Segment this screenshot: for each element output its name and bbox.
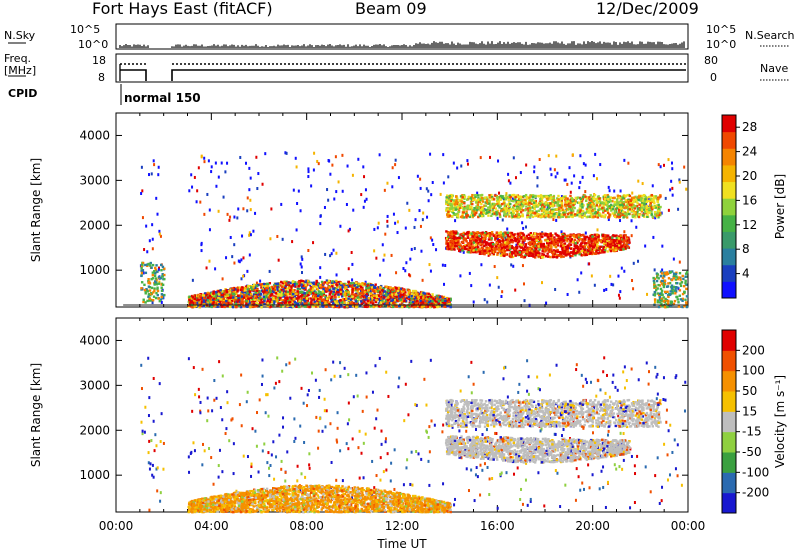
cb-label-24: 24 — [742, 145, 757, 159]
cb-label-100: 100 — [742, 364, 765, 378]
colorbar-swatch-0 — [722, 281, 736, 299]
colorbar-swatch-4 — [722, 411, 736, 433]
xtick-label-5: 20:00 — [575, 519, 610, 533]
colorbar-swatch-10 — [722, 115, 736, 133]
nave-label: Nave — [760, 62, 789, 75]
noise-tick-left-top: 10^5 — [70, 23, 100, 36]
nsky-label: N.Sky — [4, 29, 36, 42]
noise-histogram — [119, 41, 685, 48]
colorbar-frame-velocity — [721, 329, 737, 514]
xtick-label-1: 04:00 — [194, 519, 229, 533]
freq-tick-top: 18 — [92, 54, 106, 67]
cb-label-15: 15 — [742, 404, 757, 418]
ytick-label-1000: 1000 — [79, 263, 110, 277]
station-title: Fort Hays East (fitACF) — [92, 0, 273, 18]
freq-label: Freq. — [4, 52, 32, 65]
xtick-label-2: 08:00 — [289, 519, 324, 533]
cpid-label: CPID — [8, 87, 38, 100]
colorbar-swatch-8 — [722, 330, 736, 351]
cpid-mode: normal 150 — [124, 91, 201, 105]
nsearch-label: N.Search — [745, 29, 795, 42]
date-title: 12/Dec/2009 — [596, 0, 699, 18]
ytick-label-1000: 1000 — [79, 468, 110, 482]
colorbar-swatch-5 — [722, 391, 736, 412]
noise-tick-left-bottom: 10^0 — [78, 38, 108, 51]
colorbar-frame-power — [721, 114, 737, 299]
ylabel-power: Slant Range [km] — [29, 158, 43, 262]
cb-label-200: 200 — [742, 343, 765, 357]
cb-label-28: 28 — [742, 120, 757, 134]
colorbar-swatch-8 — [722, 148, 736, 166]
colorbar-swatch-2 — [722, 452, 736, 473]
nave-tick-bottom: 0 — [710, 71, 717, 84]
ylabel-velocity: Slant Range [km] — [29, 363, 43, 467]
cb-label-50: 50 — [742, 384, 757, 398]
beam-title: Beam 09 — [355, 0, 427, 18]
colorbar-swatch-6 — [722, 370, 736, 392]
xtick-label-6: 00:00 — [671, 519, 706, 533]
cb-label--15: -15 — [742, 425, 762, 439]
colorbar-swatch-3 — [722, 231, 736, 249]
data-layer — [123, 151, 689, 514]
colorbar-swatch-1 — [722, 472, 736, 494]
colorbar-swatch-5 — [722, 198, 736, 216]
cb-label-20: 20 — [742, 169, 757, 183]
ytick-label-4000: 4000 — [79, 333, 110, 347]
ytick-label-4000: 4000 — [79, 128, 110, 142]
colorbar-swatch-1 — [722, 264, 736, 282]
colorbar-swatch-0 — [722, 492, 736, 514]
cb-label--50: -50 — [742, 445, 762, 459]
noise-tick-right-top: 10^5 — [706, 23, 736, 36]
static-frames — [8, 23, 790, 514]
colorbar-swatch-3 — [722, 431, 736, 453]
freq-tick-bottom: 8 — [98, 71, 105, 84]
ytick-label-3000: 3000 — [79, 173, 110, 187]
colorbar-swatch-4 — [722, 214, 736, 232]
xlabel: Time UT — [376, 537, 427, 551]
nave-tick-top: 80 — [704, 54, 718, 67]
freq-unit-label: [MHz] — [4, 64, 37, 77]
colorbar-label-power: Power [dB] — [773, 174, 787, 239]
colorbar-swatch-7 — [722, 164, 736, 183]
cb-label-8: 8 — [742, 242, 750, 256]
cb-label-12: 12 — [742, 218, 757, 232]
xtick-label-3: 12:00 — [385, 519, 420, 533]
xtick-label-0: 00:00 — [99, 519, 134, 533]
ytick-label-2000: 2000 — [79, 423, 110, 437]
noise-panel-frame — [115, 23, 689, 50]
cb-label-4: 4 — [742, 267, 750, 281]
noise-tick-right-bottom: 10^0 — [706, 38, 736, 51]
ytick-label-3000: 3000 — [79, 378, 110, 392]
cb-label-16: 16 — [742, 193, 757, 207]
colorbar-label-velocity: Velocity [m s⁻¹] — [773, 375, 787, 468]
cb-label--200: -200 — [742, 486, 769, 500]
cb-label--100: -100 — [742, 465, 769, 479]
colorbar-swatch-7 — [722, 350, 736, 372]
axis-text: 10^5 10^0 10^5 10^0 18 8 80 0 4000 3000 2000 1000 Sl… — [29, 23, 787, 551]
colorbar-swatch-9 — [722, 131, 736, 149]
colorbar-swatch-2 — [722, 248, 736, 266]
freq-panel-frame — [115, 53, 689, 83]
freq-trace — [120, 69, 686, 81]
xtick-label-4: 16:00 — [480, 519, 515, 533]
ytick-label-2000: 2000 — [79, 218, 110, 232]
colorbar-swatch-6 — [722, 181, 736, 199]
